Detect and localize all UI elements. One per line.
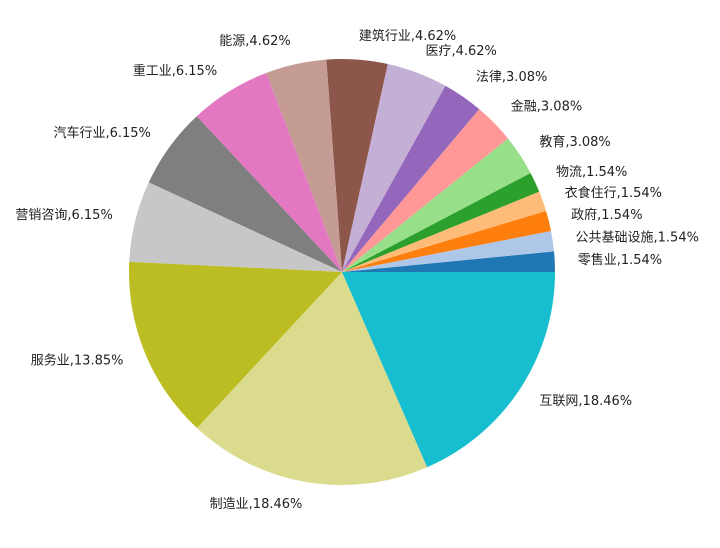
pie-slice bbox=[197, 272, 428, 485]
pie-slice bbox=[196, 72, 342, 272]
pie-slice bbox=[342, 251, 555, 272]
slice-label: 政府,1.54% bbox=[571, 208, 642, 223]
slice-label: 医疗,4.62% bbox=[425, 44, 496, 59]
pie-slice bbox=[129, 182, 342, 272]
slice-label: 教育,3.08% bbox=[539, 134, 610, 150]
slice-label: 法律,3.08% bbox=[476, 70, 547, 85]
pie-slice bbox=[342, 109, 508, 272]
slice-label: 重工业,6.15% bbox=[133, 63, 217, 79]
pie-slice bbox=[342, 211, 552, 272]
pie-slice bbox=[342, 231, 555, 272]
slices-layer bbox=[129, 59, 555, 485]
labels-layer: 零售业,1.54% 公共基础设施,1.54% 政府,1.54% 衣食住行,1.54% 物… bbox=[15, 28, 699, 512]
pie-slice bbox=[342, 138, 531, 272]
pie-slice bbox=[342, 191, 547, 272]
pie-slice bbox=[148, 116, 342, 273]
slice-label: 互联网,18.46% bbox=[539, 394, 632, 409]
pie-slice bbox=[342, 172, 540, 272]
pie-slice bbox=[326, 59, 388, 272]
pie-slice bbox=[129, 261, 342, 429]
pie-slice bbox=[342, 63, 446, 273]
slice-label: 制造业,18.46% bbox=[210, 497, 303, 512]
slice-label: 公共基础设施,1.54% bbox=[576, 230, 699, 245]
slice-label: 金融,3.08% bbox=[511, 99, 582, 115]
slice-label: 营销咨询,6.15% bbox=[15, 208, 112, 223]
slice-label: 能源,4.62% bbox=[219, 34, 290, 49]
slice-label: 服务业,13.85% bbox=[31, 353, 124, 369]
slice-label: 零售业,1.54% bbox=[578, 252, 662, 268]
slice-label: 衣食住行,1.54% bbox=[565, 185, 662, 201]
pie-slice bbox=[342, 85, 480, 272]
slice-label: 汽车行业,6.15% bbox=[53, 125, 150, 141]
pie-slice bbox=[342, 272, 555, 468]
slice-label: 建筑行业,4.62% bbox=[359, 28, 456, 44]
slice-label: 物流,1.54% bbox=[556, 165, 627, 180]
pie-slice bbox=[266, 59, 342, 272]
